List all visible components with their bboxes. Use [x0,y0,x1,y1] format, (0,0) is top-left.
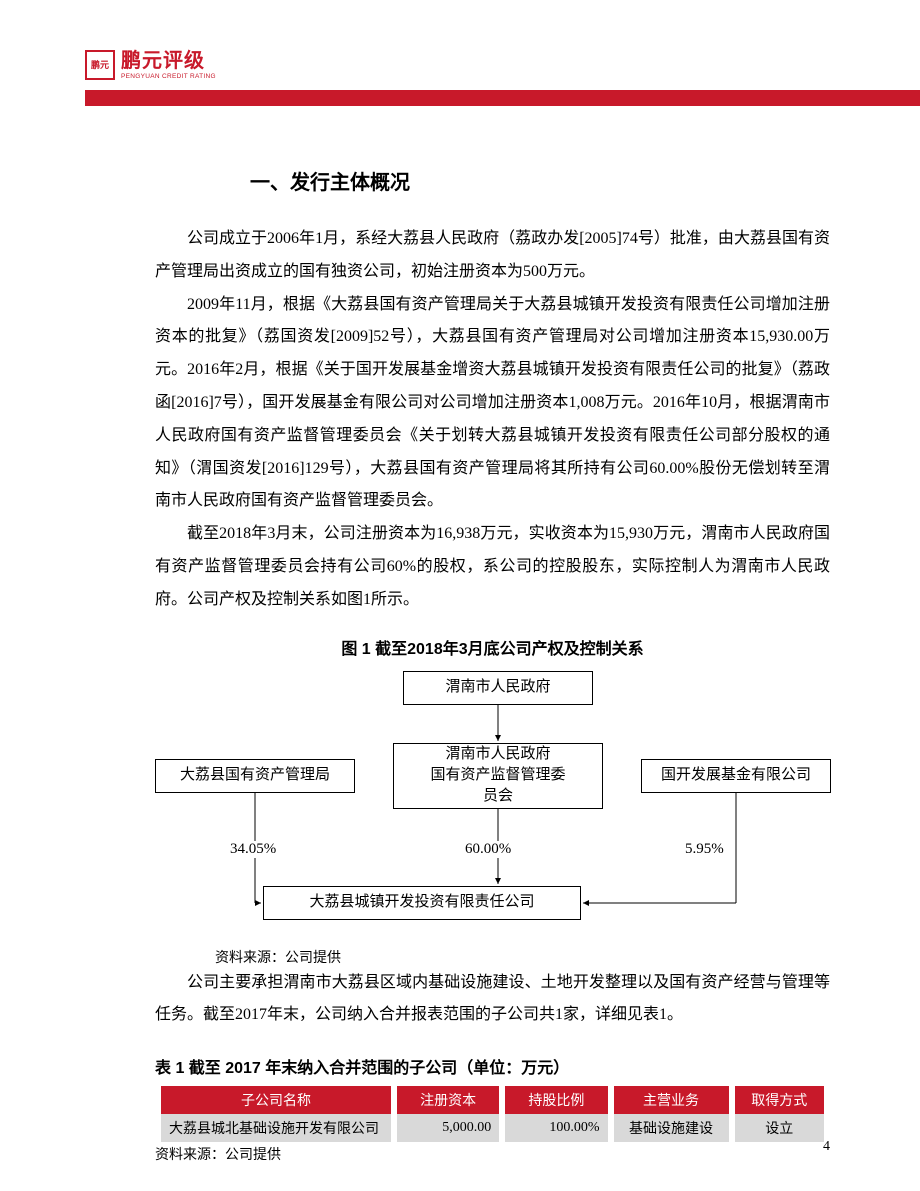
figure-caption: 图 1 截至2018年3月底公司产权及控制关系 [155,635,830,659]
paragraph-2: 2009年11月，根据《大荔县国有资产管理局关于大荔县城镇开发投资有限责任公司增… [155,289,830,519]
paragraph-4: 公司主要承担渭南市大荔县区域内基础设施建设、土地开发整理以及国有资产经营与管理等… [155,967,830,1033]
table-row: 大荔县城北基础设施开发有限公司 5,000.00 100.00% 基础设施建设 … [161,1114,824,1142]
td-name: 大荔县城北基础设施开发有限公司 [161,1114,391,1142]
table-source: 资料来源：公司提供 [155,1144,830,1164]
table-header-row: 子公司名称 注册资本 持股比例 主营业务 取得方式 [161,1086,824,1114]
logo-text-en: PENGYUAN CREDIT RATING [121,73,216,80]
org-node-mid: 渭南市人民政府 国有资产监督管理委 员会 [393,743,603,809]
subsidiary-table: 子公司名称 注册资本 持股比例 主营业务 取得方式 大荔县城北基础设施开发有限公… [155,1086,830,1142]
td-business: 基础设施建设 [614,1114,729,1142]
table-title: 表 1 截至 2017 年末纳入合并范围的子公司（单位：万元） [155,1054,830,1078]
page-header: 鹏元 鹏元评级 PENGYUAN CREDIT RATING [0,0,920,106]
th-share: 持股比例 [505,1086,607,1114]
td-method: 设立 [735,1114,824,1142]
logo: 鹏元 鹏元评级 PENGYUAN CREDIT RATING [85,50,920,80]
td-share: 100.00% [505,1114,607,1142]
section-title: 一、发行主体概况 [155,166,830,195]
pct-right: 5.95% [685,841,724,858]
paragraph-3: 截至2018年3月末，公司注册资本为16,938万元，实收资本为15,930万元… [155,518,830,616]
th-business: 主营业务 [614,1086,729,1114]
figure-source: 资料来源：公司提供 [155,947,830,967]
pct-mid: 60.00% [465,841,511,858]
org-node-left: 大荔县国有资产管理局 [155,759,355,793]
td-capital: 5,000.00 [397,1114,499,1142]
org-node-bottom: 大荔县城镇开发投资有限责任公司 [263,886,581,920]
pct-left: 34.05% [230,841,276,858]
th-name: 子公司名称 [161,1086,391,1114]
th-capital: 注册资本 [397,1086,499,1114]
paragraph-1: 公司成立于2006年1月，系经大荔县人民政府（荔政办发[2005]74号）批准，… [155,223,830,289]
page-number: 4 [823,1139,830,1155]
org-chart: 渭南市人民政府 渭南市人民政府 国有资产监督管理委 员会 大荔县国有资产管理局 … [155,671,835,941]
logo-mark-icon: 鹏元 [85,50,115,80]
th-method: 取得方式 [735,1086,824,1114]
org-node-right: 国开发展基金有限公司 [641,759,831,793]
logo-text-cn: 鹏元评级 [121,51,216,71]
org-node-top: 渭南市人民政府 [403,671,593,705]
header-divider [85,90,920,106]
